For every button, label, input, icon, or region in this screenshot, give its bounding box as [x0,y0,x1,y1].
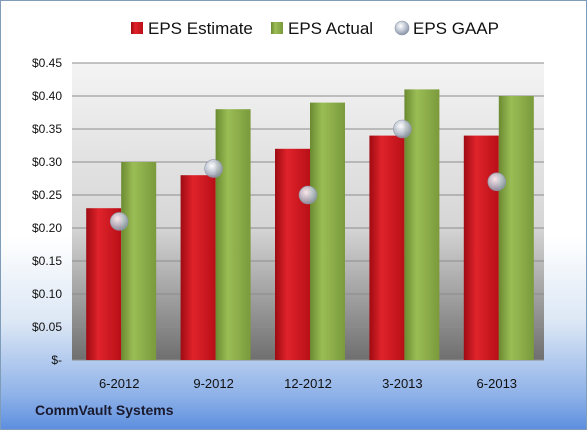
bar-eps-actual [404,89,440,361]
y-axis-ticks: $- $0.05 $0.10 $0.15 $0.20 $0.25 $0.30 $0.35 $0.… [32,56,62,367]
y-tick-label: $0.35 [32,122,62,136]
x-tick-label: 6-2013 [477,376,517,391]
legend-swatch [394,20,410,36]
bar-eps-actual [121,162,157,360]
x-tick-label: 12-2012 [284,376,332,391]
marker-eps-gaap [298,185,318,205]
y-tick-label: $0.30 [32,155,62,169]
y-tick-label: $0.15 [32,254,62,268]
marker-eps-gaap [109,212,129,231]
x-tick-label: 3-2013 [382,376,422,391]
marker-eps-gaap [204,159,223,178]
legend-label: EPS GAAP [413,19,499,38]
y-tick-label: $0.40 [32,89,62,103]
x-axis-ticks: 6-2012 9-2012 12-2012 3-2013 6-2013 [99,376,517,391]
bars [86,89,534,361]
bar-eps-estimate [86,208,122,360]
y-tick-label: $0.25 [32,188,62,202]
bar-eps-actual [310,102,345,360]
chart-legend: EPS Estimate EPS Actual EPS GAAP [131,19,499,38]
company-name: CommVault Systems [35,402,174,418]
x-tick-label: 6-2012 [99,376,139,391]
gaap-markers [109,119,507,231]
bar-eps-actual [215,109,251,360]
y-tick-label: $0.10 [32,287,62,301]
legend-swatch [271,22,283,34]
bar-eps-actual [498,96,534,360]
bar-eps-estimate [180,175,216,360]
legend-label: EPS Actual [288,19,373,38]
bar-eps-estimate [369,135,405,360]
y-tick-label: $- [51,353,62,367]
legend-label: EPS Estimate [148,19,253,38]
bar-eps-estimate [463,135,499,360]
legend-swatch [131,22,143,34]
y-tick-label: $0.45 [32,56,62,70]
y-tick-label: $0.05 [32,320,62,334]
marker-eps-gaap [393,119,412,139]
y-tick-label: $0.20 [32,221,62,235]
bar-eps-estimate [275,148,310,360]
x-tick-label: 9-2012 [193,376,233,391]
marker-eps-gaap [487,172,507,192]
